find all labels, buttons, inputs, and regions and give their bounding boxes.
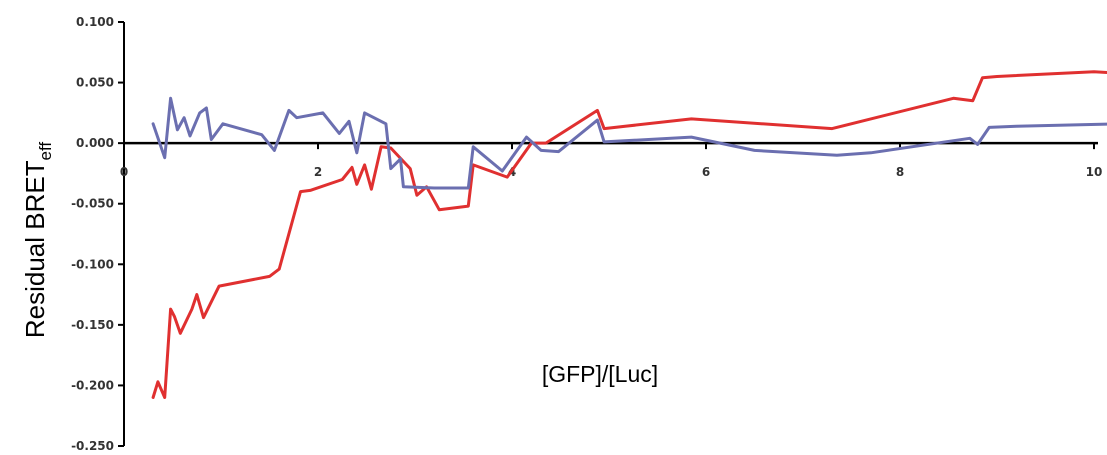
y-axis: 0.100 0.050 0.000 -0.050 -0.100 -0.150 -0.200 -… xyxy=(71,15,125,453)
y-tick-label: 0.000 xyxy=(76,136,114,150)
y-axis-title-subscript: eff xyxy=(36,142,55,161)
y-tick-label: -0.150 xyxy=(71,318,114,332)
x-tick-label: 0 xyxy=(120,165,128,179)
y-axis-title: Residual BRETeff xyxy=(20,142,55,339)
x-tick-label: 8 xyxy=(896,165,904,179)
y-tick-label: -0.050 xyxy=(71,197,114,211)
x-tick-label: 10 xyxy=(1086,165,1103,179)
y-tick-label: 0.100 xyxy=(76,15,114,29)
y-axis-title-main: Residual BRET xyxy=(20,160,50,338)
series-lines xyxy=(151,70,1107,399)
x-axis: 0 2 4 6 8 10 xyxy=(120,141,1103,179)
x-tick-label: 6 xyxy=(702,165,710,179)
x-axis-title: [GFP]/[Luc] xyxy=(542,361,658,387)
series-line-2 xyxy=(151,96,1107,190)
x-tick-label: 2 xyxy=(314,165,322,179)
y-tick-label: -0.250 xyxy=(71,439,114,453)
series-line-1 xyxy=(151,70,1107,399)
y-tick-label: 0.050 xyxy=(76,76,114,90)
y-tick-label: -0.100 xyxy=(71,257,114,271)
y-tick-label: -0.200 xyxy=(71,378,114,392)
